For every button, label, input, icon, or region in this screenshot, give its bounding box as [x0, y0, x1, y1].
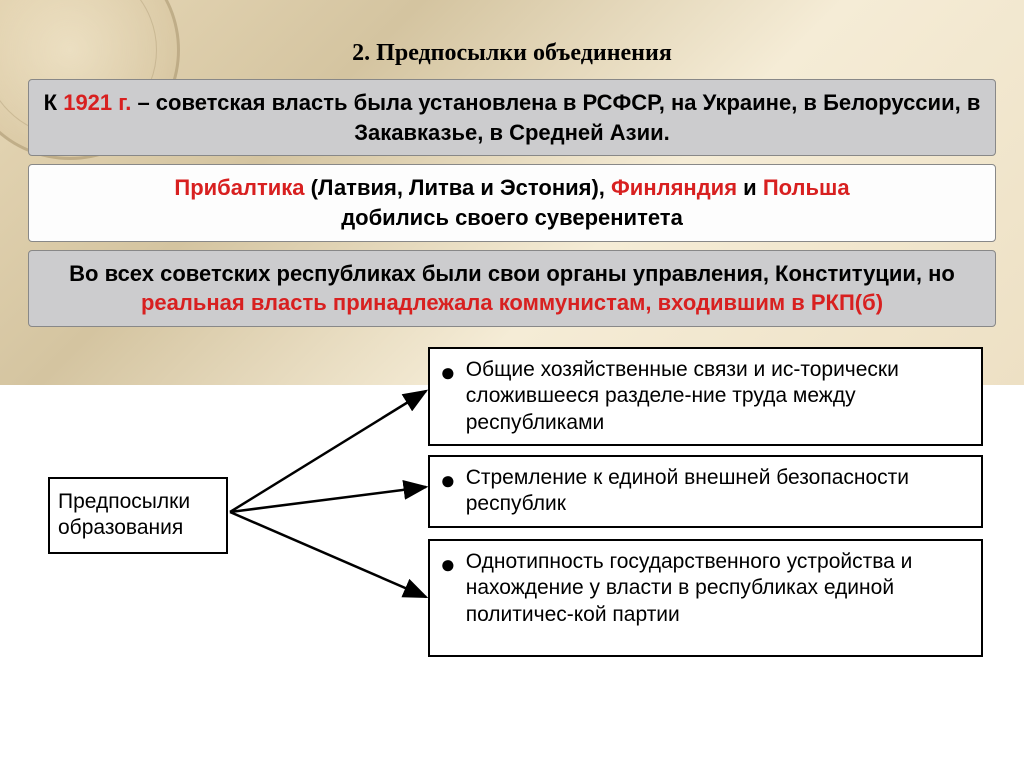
box1-prefix: К — [44, 90, 64, 115]
diagram-target-box-1: ● Общие хозяйственные связи и ис-торическ… — [428, 347, 983, 446]
box2-red3: Польша — [763, 175, 850, 200]
diagram-target-text-1: Общие хозяйственные связи и ис-торически… — [466, 357, 967, 436]
diagram-target-text-3: Однотипность государственного устройства… — [466, 549, 967, 628]
box3-black: Во всех советских республиках были свои … — [69, 261, 955, 286]
box3-red: реальная власть принадлежала коммунистам… — [141, 290, 883, 315]
info-box-1: К 1921 г. – советская власть была устано… — [28, 79, 996, 156]
diagram-target-box-2: ● Стремление к единой внешней безопасност… — [428, 455, 983, 528]
info-box-3: Во всех советских республиках были свои … — [28, 250, 996, 327]
bullet-dot: ● — [440, 359, 456, 385]
bullet-dot: ● — [440, 551, 456, 577]
slide-content: 2. Предпосылки объединения К 1921 г. – с… — [0, 0, 1024, 687]
diagram-target-text-2: Стремление к единой внешней безопасности… — [466, 465, 967, 518]
box2-mid1: (Латвия, Литва и Эстония), — [305, 175, 612, 200]
prerequisites-diagram: Предпосылки образования ● Общие хозяйстве… — [28, 347, 996, 687]
bullet-dot: ● — [440, 467, 456, 493]
slide-title: 2. Предпосылки объединения — [28, 40, 996, 67]
box2-mid2: и — [737, 175, 763, 200]
diagram-target-box-3: ● Однотипность государственного устройств… — [428, 539, 983, 657]
box2-red1: Прибалтика — [174, 175, 304, 200]
box1-rest: – советская власть была установлена в РС… — [131, 90, 980, 145]
box2-line2: добились своего суверенитета — [41, 203, 983, 233]
diagram-source-box: Предпосылки образования — [48, 477, 228, 554]
box1-year: 1921 г. — [63, 90, 131, 115]
box2-red2: Финляндия — [611, 175, 737, 200]
info-box-2: Прибалтика (Латвия, Литва и Эстония), Фи… — [28, 164, 996, 241]
